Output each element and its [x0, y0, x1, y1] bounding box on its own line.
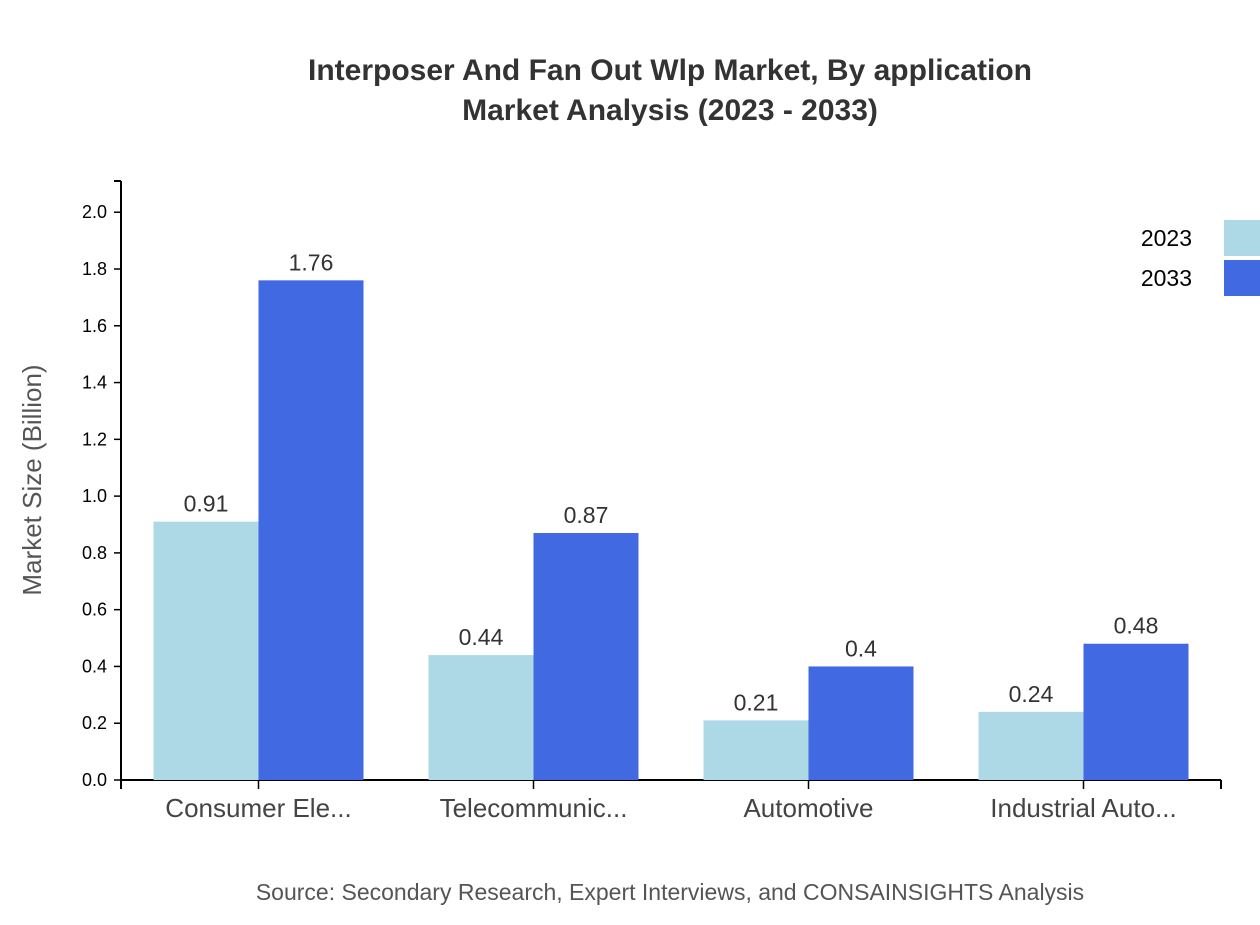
- bar-2023: [978, 711, 1084, 780]
- bar-2023: [153, 521, 259, 780]
- x-tick-label: Automotive: [743, 793, 873, 823]
- data-label: 0.44: [459, 624, 504, 650]
- data-label: 0.4: [845, 635, 877, 661]
- legend-label: 2023: [1141, 225, 1192, 251]
- legend-label: 2033: [1141, 265, 1192, 291]
- y-tick-label: 1.8: [82, 259, 107, 279]
- y-tick-label: 0.2: [82, 713, 107, 733]
- y-tick-label: 0.0: [82, 770, 107, 790]
- x-tick-label: Telecommunic...: [440, 793, 628, 823]
- y-tick-label: 0.8: [82, 543, 107, 563]
- y-tick-label: 0.6: [82, 600, 107, 620]
- data-label: 0.48: [1114, 613, 1159, 639]
- chart-title: Interposer And Fan Out Wlp Market, By ap…: [308, 54, 1032, 87]
- data-label: 0.87: [564, 502, 609, 528]
- y-tick-label: 0.4: [82, 656, 107, 676]
- chart-subtitle: Market Analysis (2023 - 2033): [462, 94, 878, 127]
- bar-2033: [258, 280, 364, 780]
- bar-2033: [533, 533, 639, 780]
- legend-swatch: [1224, 220, 1260, 256]
- y-tick-label: 1.2: [82, 429, 107, 449]
- source-note: Source: Secondary Research, Expert Inter…: [256, 879, 1084, 905]
- data-label: 0.24: [1009, 681, 1054, 707]
- data-label: 1.76: [289, 249, 334, 275]
- y-tick-label: 1.6: [82, 316, 107, 336]
- x-tick-label: Industrial Auto...: [990, 793, 1176, 823]
- bar-2033: [1083, 643, 1189, 780]
- bar-2033: [808, 666, 914, 780]
- y-tick-label: 1.0: [82, 486, 107, 506]
- bar-2023: [703, 720, 809, 780]
- data-label: 0.91: [184, 491, 229, 517]
- x-tick-label: Consumer Ele...: [165, 793, 351, 823]
- bar-2023: [428, 655, 534, 780]
- y-axis-label: Market Size (Billion): [17, 364, 47, 595]
- y-tick-label: 1.4: [82, 373, 107, 393]
- data-label: 0.21: [734, 689, 779, 715]
- legend-swatch: [1224, 260, 1260, 296]
- y-tick-label: 2.0: [82, 202, 107, 222]
